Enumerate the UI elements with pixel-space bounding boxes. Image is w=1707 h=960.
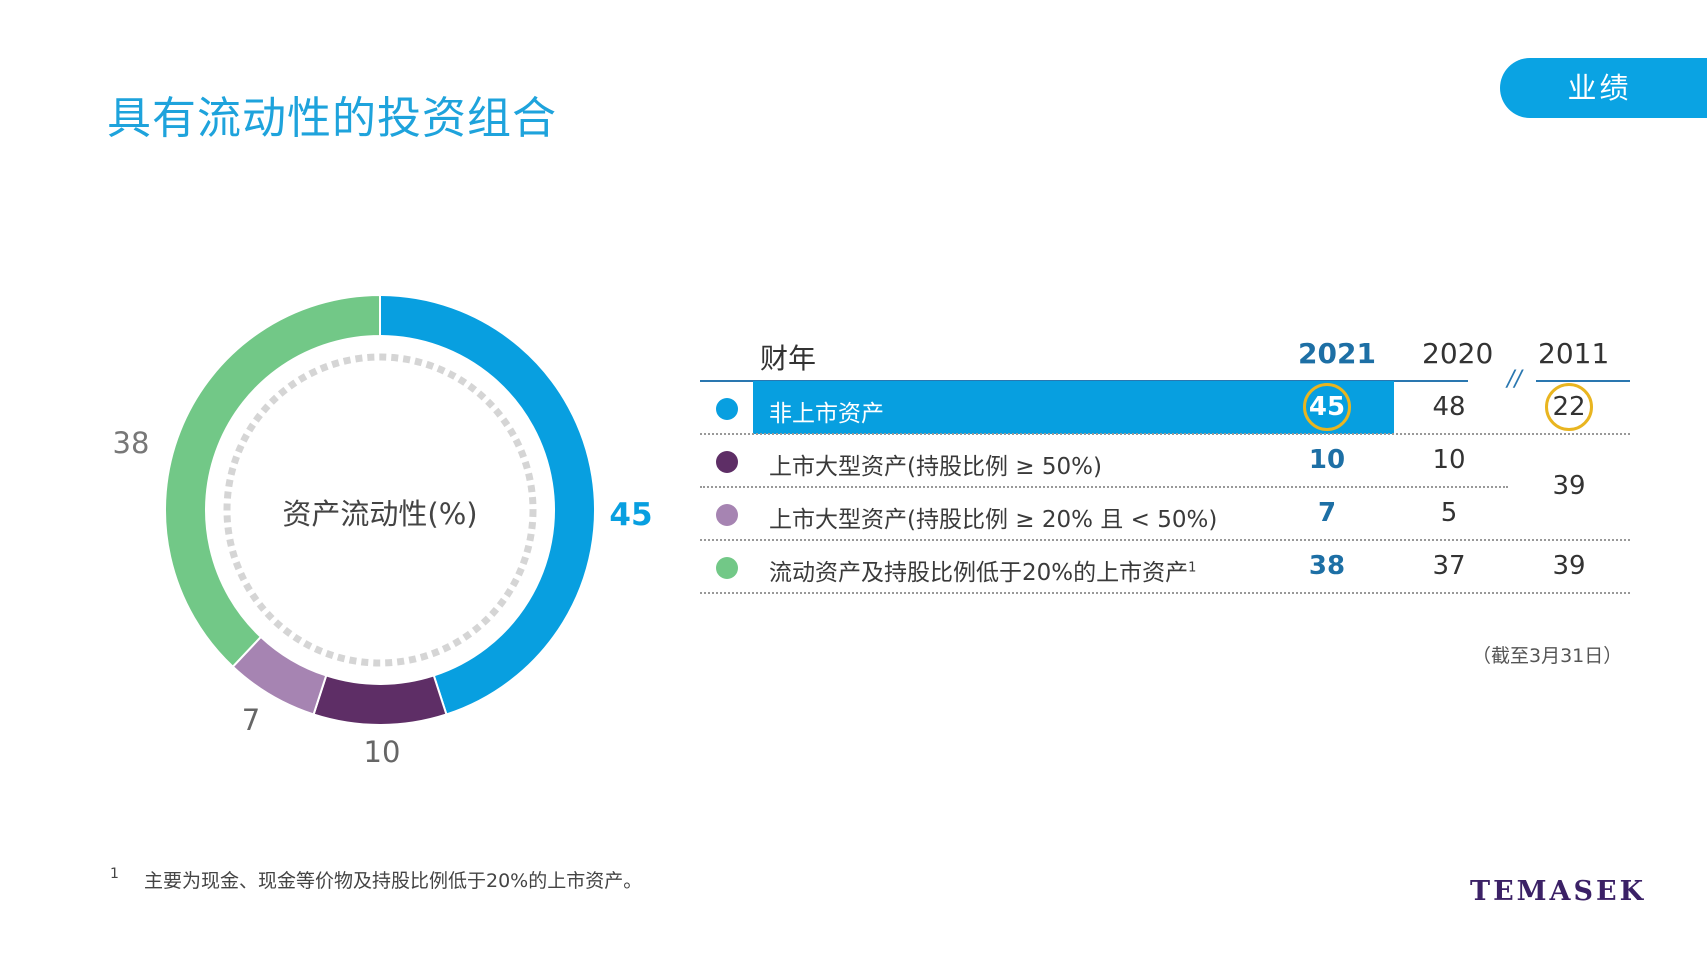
legend-dot-3 [716, 504, 738, 526]
row-label-text-2: 上市大型资产(持股比例 ≥ 50%) [769, 454, 1102, 480]
section-badge: 业绩 [1500, 58, 1707, 118]
row-divider-1 [700, 433, 1630, 435]
slice-label-3: 7 [242, 703, 260, 737]
legend-dot-1 [716, 398, 738, 420]
cell-v2021-row-2: 10 [1308, 445, 1346, 475]
row-footnote-ref-4: 1 [1188, 560, 1197, 576]
row-label-text-3: 上市大型资产(持股比例 ≥ 20% 且 < 50%) [769, 507, 1218, 533]
highlight-circle-2011 [1545, 383, 1593, 431]
row-label-2: 上市大型资产(持股比例 ≥ 50%) [769, 447, 1102, 481]
highlight-circle-2021 [1303, 383, 1351, 431]
slice-value-labels: 45 10 7 38 [113, 426, 653, 769]
highlight-row-bar [753, 381, 1394, 434]
cell-v2021-row-3: 7 [1317, 498, 1337, 528]
header-year-2021: 2021 [1298, 337, 1376, 370]
donut-slices [164, 293, 596, 726]
donut-slice-4 [164, 293, 381, 669]
row-label-3: 上市大型资产(持股比例 ≥ 20% 且 < 50%) [769, 500, 1217, 534]
row-divider-4 [700, 592, 1630, 594]
slice-label-4: 38 [113, 426, 150, 460]
time-break-mark: // [1507, 367, 1522, 392]
cell-v2020-row-3: 5 [1440, 498, 1458, 528]
cell-v2020-row-2: 10 [1432, 445, 1466, 475]
header-year-2011: 2011 [1538, 337, 1610, 370]
section-badge-label: 业绩 [1567, 71, 1632, 105]
header-fiscal-year: 财年 [760, 342, 817, 375]
row-label-4: 流动资产及持股比例低于20%的上市资产1 [769, 553, 1196, 587]
cell-v2020-row-4: 37 [1432, 551, 1466, 581]
as-of-date-note: （截至3月31日） [1472, 645, 1623, 667]
cell-v2021-row-4: 38 [1308, 551, 1346, 581]
row-label-text-1: 非上市资产 [769, 401, 884, 427]
temasek-logo: TEMASEK [1470, 876, 1647, 907]
cell-v2011-row-4: 39 [1552, 551, 1586, 581]
row-label-1: 非上市资产 [769, 394, 884, 428]
footnote-marker: 1 [110, 866, 119, 882]
footnote-text: 主要为现金、现金等价物及持股比例低于20%的上市资产。 [144, 870, 643, 892]
slice-label-1: 45 [609, 497, 652, 533]
row-divider-2 [700, 486, 1508, 488]
merged-2011-value: 39 [1552, 471, 1586, 501]
legend-dot-4 [716, 557, 738, 579]
header-rule-2011 [1536, 380, 1630, 382]
inner-dashed-ring [223, 353, 537, 667]
slice-label-2: 10 [364, 735, 401, 769]
page-title: 具有流动性的投资组合 [107, 93, 557, 144]
row-label-text-4: 流动资产及持股比例低于20%的上市资产 [769, 560, 1189, 586]
donut-slice-1 [379, 293, 596, 716]
row-divider-3 [700, 539, 1630, 541]
legend-dot-2 [716, 451, 738, 473]
donut-center-title: 资产流动性(%) [282, 497, 477, 531]
cell-v2020-row-1: 48 [1432, 392, 1466, 422]
header-year-2020: 2020 [1422, 337, 1494, 370]
